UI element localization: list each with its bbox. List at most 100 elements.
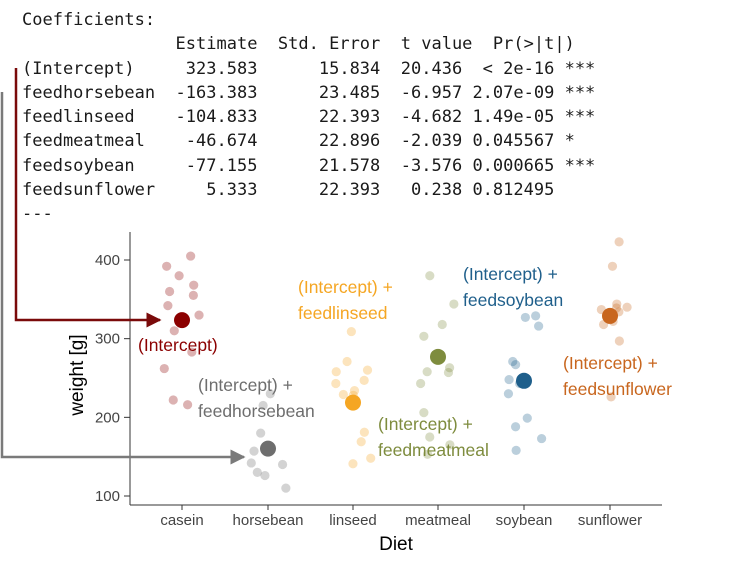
coef-row-std-error: 22.896 (267, 131, 381, 152)
data-point (419, 331, 429, 341)
y-axis-label: weight [g] (67, 334, 88, 416)
data-point (348, 459, 358, 469)
data-point (449, 299, 459, 309)
coef-row-p-value: 0.045567 (472, 131, 555, 152)
y-tick-label: 100 (95, 488, 120, 505)
x-tick-label: horsebean (233, 512, 304, 529)
coef-row-std-error: 21.578 (267, 155, 381, 176)
data-point (416, 378, 426, 389)
coef-row-term: feedhorsebean (22, 82, 156, 103)
data-point (260, 470, 270, 481)
annotation-label: feedhorsebean (198, 401, 315, 421)
coef-row-p-value: 0.812495 (472, 180, 555, 201)
data-point (362, 365, 373, 375)
data-point (258, 400, 268, 411)
data-point (183, 400, 193, 410)
coef-heading: Coefficients: (22, 10, 156, 30)
data-point (359, 427, 369, 437)
coef-row-estimate: -163.383 (165, 82, 258, 103)
data-point (437, 319, 447, 330)
group-mean-point (174, 312, 190, 329)
data-point (187, 347, 197, 357)
x-tick-label: linseed (329, 512, 377, 529)
coefficient-table: Coefficients: Estimate Std. Error t valu… (22, 8, 595, 227)
data-point (168, 395, 178, 405)
coef-column-header: Pr(>|t|) (482, 34, 575, 55)
data-point (422, 367, 432, 377)
data-point (162, 261, 172, 271)
annotation-label: (Intercept) + (378, 414, 473, 434)
data-point (359, 375, 369, 385)
coef-row-std-error: 22.393 (267, 180, 381, 201)
data-point (520, 312, 530, 323)
x-tick-label: casein (160, 512, 203, 529)
coef-row-t-value: -6.957 (390, 82, 463, 103)
annotation-label: (Intercept) + (563, 353, 658, 373)
data-point (443, 367, 454, 378)
data-point (277, 459, 288, 470)
data-point (511, 360, 521, 370)
data-point (331, 367, 341, 377)
axes: Diet weight [g] (67, 232, 662, 555)
data-point (163, 301, 173, 311)
y-tick-label: 300 (95, 331, 120, 348)
data-point (349, 385, 360, 396)
group-means (174, 307, 618, 457)
coef-row-std-error: 15.834 (267, 58, 381, 79)
data-point (508, 356, 518, 367)
coef-row-std-error: 23.485 (267, 82, 381, 103)
coef-row-signif: *** (564, 155, 596, 176)
coef-row-estimate: -104.833 (165, 107, 258, 128)
data-point (188, 290, 198, 300)
group-mean-point (345, 394, 361, 411)
coef-row-p-value: 0.000665 (472, 155, 555, 176)
x-tick-label: meatmeal (405, 512, 471, 529)
coef-row-term: feedmeatmeal (22, 131, 156, 152)
data-point (445, 363, 455, 373)
data-point (174, 271, 184, 281)
data-point (265, 389, 275, 399)
annotations: (Intercept) (Intercept) + feedhorsebean (In… (138, 264, 672, 460)
x-ticks: casein horsebean linseed meatmeal soybean sun… (160, 505, 642, 529)
data-point (606, 392, 616, 402)
coef-row-signif: *** (564, 58, 596, 79)
data-point (331, 378, 341, 389)
coef-row-t-value: -3.576 (390, 155, 463, 176)
data-point (356, 437, 366, 447)
data-point (531, 311, 541, 321)
coef-row-signif: *** (564, 107, 596, 128)
coef-row-t-value: 20.436 (390, 58, 463, 79)
data-point (249, 446, 259, 456)
coef-row-estimate: -46.674 (165, 131, 258, 152)
data-point (425, 432, 435, 442)
x-tick-label: soybean (496, 512, 553, 529)
coef-row-term: feedsunflower (22, 180, 156, 201)
data-point (510, 422, 521, 432)
data-point (281, 483, 291, 493)
data-point (346, 326, 356, 337)
y-tick-label: 200 (95, 409, 120, 426)
data-point (534, 321, 544, 331)
group-mean-point (516, 372, 532, 389)
y-tick-label: 400 (95, 252, 120, 269)
coef-row-signif: *** (564, 82, 596, 103)
annotation-label: (Intercept) + (463, 264, 558, 284)
coef-footer: --- (22, 204, 53, 225)
annotation-label: feedmeatmeal (378, 440, 489, 460)
data-point (511, 445, 521, 455)
coef-row-signif: * (564, 131, 575, 152)
x-tick-label: sunflower (578, 512, 642, 529)
data-point (186, 251, 196, 261)
data-point (169, 326, 179, 336)
data-point (504, 374, 514, 385)
coef-row-estimate: 323.583 (165, 58, 258, 79)
annotation-label: feedsunflower (563, 379, 672, 399)
data-point (366, 453, 376, 463)
coef-row-p-value: < 2e-16 (472, 58, 555, 79)
data-point (614, 336, 624, 346)
data-point (256, 428, 266, 438)
coef-column-header: t value (390, 34, 473, 55)
data-point (422, 449, 433, 459)
data-point (338, 389, 348, 400)
annotation-label: (Intercept) + (198, 375, 293, 395)
